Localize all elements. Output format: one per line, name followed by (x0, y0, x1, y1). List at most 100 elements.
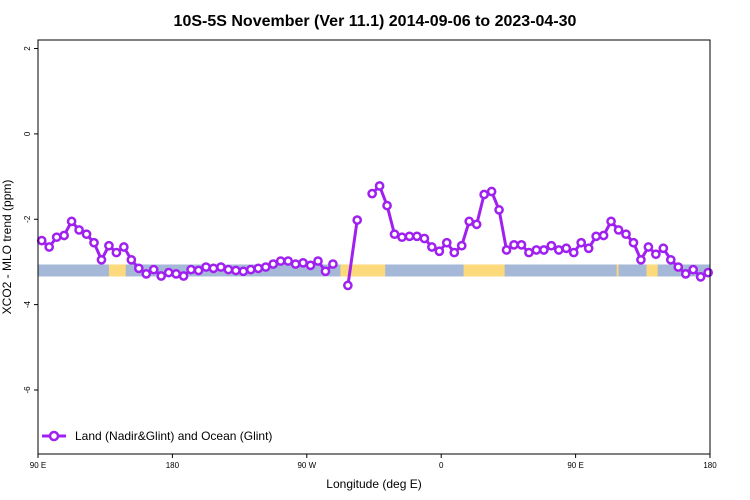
data-point (509, 240, 519, 250)
data-point (606, 216, 616, 227)
legend: Land (Nadir&Glint) and Ocean (Glint) (42, 429, 272, 443)
x-axis: 90 E 180 90 W 0 90 E 180 (30, 454, 717, 470)
data-point (216, 262, 226, 272)
data-point (591, 231, 601, 242)
data-point (628, 237, 639, 248)
data-point (328, 259, 338, 269)
x-tick-label: 90 E (567, 461, 583, 470)
data-point (74, 225, 84, 235)
data-point (479, 189, 489, 200)
data-point (382, 200, 392, 211)
x-tick-label: 0 (439, 461, 444, 470)
data-point (208, 263, 219, 274)
data-point (389, 229, 400, 240)
data-point (268, 259, 279, 269)
y-tick-label: -2 (23, 215, 32, 223)
data-point (658, 243, 669, 254)
data-point (141, 269, 152, 279)
data-point (148, 264, 159, 275)
y-tick-label: 0 (23, 131, 32, 136)
data-point (419, 233, 430, 244)
data-point (568, 247, 579, 258)
x-axis-label: Longitude (deg E) (326, 477, 421, 491)
plot-points (36, 181, 713, 291)
data-point (531, 245, 542, 255)
data-point (51, 232, 62, 243)
data-point (449, 247, 460, 258)
data-point (673, 262, 684, 272)
data-point (688, 264, 699, 275)
land-band (646, 264, 658, 277)
data-point (598, 230, 609, 241)
data-point (494, 205, 504, 215)
legend-entry: Land (Nadir&Glint) and Ocean (Glint) (75, 429, 272, 443)
y-tick-label: 2 (23, 46, 32, 51)
plot-frame (37, 39, 711, 455)
legend-marker (48, 430, 60, 442)
y-tick-label: -4 (23, 301, 32, 309)
data-point (119, 242, 129, 252)
data-point (96, 254, 107, 265)
x-tick-label: 180 (166, 461, 180, 470)
data-point (178, 271, 189, 281)
data-point (133, 263, 144, 274)
data-point (283, 256, 293, 266)
data-point (456, 240, 467, 251)
data-point (352, 215, 363, 225)
series-line (346, 219, 359, 286)
data-point (238, 266, 249, 277)
data-point (427, 242, 437, 252)
data-point (613, 225, 624, 235)
data-point (193, 265, 204, 276)
data-point (651, 249, 661, 260)
data-point (501, 245, 512, 255)
data-point (260, 262, 271, 272)
data-point (59, 230, 69, 241)
data-point (471, 219, 482, 230)
data-point (253, 263, 264, 274)
data-point (374, 181, 385, 191)
data-point (290, 259, 301, 269)
chart-title: 10S-5S November (Ver 11.1) 2014-09-06 to… (174, 13, 577, 30)
land-band (616, 264, 619, 277)
data-point (305, 260, 316, 271)
data-point (156, 271, 167, 281)
data-point (695, 272, 706, 282)
data-point (231, 265, 241, 276)
data-point (404, 231, 415, 242)
data-point (703, 267, 713, 278)
land-band (108, 264, 126, 277)
y-axis-label: XCO2 - MLO trend (ppm) (0, 180, 14, 315)
data-point (464, 216, 475, 227)
data-point (186, 264, 196, 275)
data-point (275, 256, 286, 266)
data-point (201, 262, 211, 272)
data-point (111, 247, 122, 258)
x-tick-label: 90 W (297, 461, 316, 470)
data-point (367, 188, 377, 199)
data-point (636, 254, 646, 265)
y-axis: 2 0 -2 -4 -6 (23, 46, 38, 394)
data-point (81, 229, 92, 240)
data-point (643, 242, 654, 252)
data-point (126, 254, 137, 265)
x-tick-label: 180 (703, 461, 717, 470)
data-point (320, 266, 331, 277)
land-band (463, 264, 505, 277)
data-point (561, 243, 572, 254)
data-point (665, 254, 676, 265)
data-point (412, 231, 422, 242)
x-tick-label: 90 E (30, 461, 46, 470)
data-point (223, 264, 234, 275)
y-tick-label: -6 (23, 386, 32, 394)
data-point (441, 237, 452, 248)
data-point (621, 229, 631, 240)
data-point (163, 267, 174, 278)
data-point (680, 269, 691, 279)
data-point (171, 269, 181, 279)
data-point (576, 237, 587, 248)
data-point (66, 216, 77, 227)
data-point (397, 232, 407, 243)
data-point (313, 256, 323, 266)
